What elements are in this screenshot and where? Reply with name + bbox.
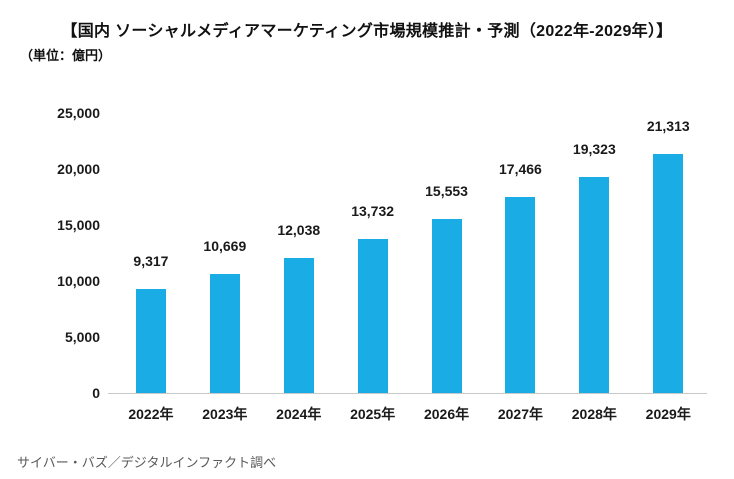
bar-value-label: 13,732 [351, 203, 395, 219]
bar-2027年 [505, 197, 536, 393]
y-axis-tick-label: 20,000 [57, 161, 100, 177]
unit-label: （単位：億円） [20, 48, 112, 63]
bar-value-label: 10,669 [203, 238, 247, 254]
source-note: サイバー・バズ／デジタルインファクト調べ [17, 455, 277, 470]
x-axis-label: 2023年 [202, 406, 248, 422]
x-axis-label: 2026年 [423, 406, 470, 422]
x-axis-label: 2028年 [571, 406, 617, 422]
bar-value-label: 21,313 [646, 118, 690, 134]
bar-2029年 [653, 154, 684, 393]
bar-value-label: 15,553 [425, 183, 468, 199]
bar-value-label: 17,466 [499, 161, 542, 177]
y-axis-tick-label: 10,000 [57, 273, 100, 289]
x-axis-label: 2025年 [350, 406, 396, 422]
bar-2024年 [283, 258, 314, 393]
x-axis-baseline [108, 393, 707, 394]
x-axis-label: 2024年 [276, 406, 322, 422]
bar-2025年 [357, 239, 388, 393]
bar-2022年 [135, 289, 166, 393]
x-axis-label: 2029年 [645, 406, 691, 422]
bar-2023年 [209, 274, 240, 393]
bar-2026年 [431, 219, 462, 393]
y-axis-tick-label: 25,000 [57, 105, 100, 121]
y-axis-tick-label: 15,000 [57, 217, 100, 233]
page-title: 【国内 ソーシャルメディアマーケティング市場規模推計・予測（2022年-2029… [61, 23, 673, 40]
x-axis-label: 2022年 [128, 406, 174, 422]
y-axis-tick-label: 5,000 [64, 329, 100, 345]
bar-value-label: 19,323 [572, 141, 616, 157]
bar-2028年 [579, 177, 610, 393]
x-axis-label: 2027年 [497, 406, 544, 422]
bar-value-label: 9,317 [133, 253, 169, 269]
bar-value-label: 12,038 [277, 222, 321, 238]
y-axis-tick-label: 0 [92, 385, 100, 401]
